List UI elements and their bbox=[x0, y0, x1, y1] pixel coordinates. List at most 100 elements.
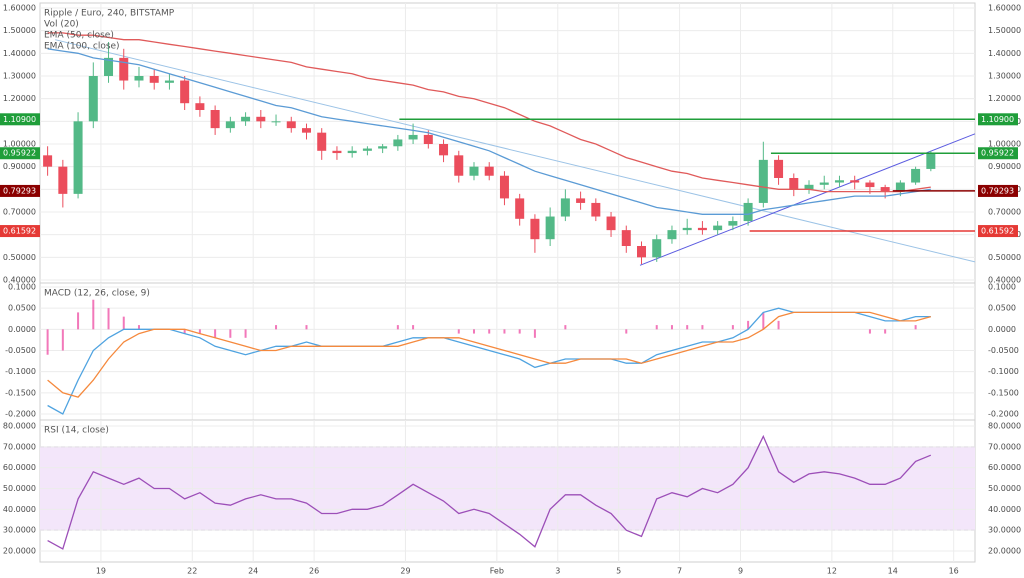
y-tick-label: -0.2000 bbox=[988, 410, 1019, 419]
histogram-bar bbox=[61, 329, 64, 351]
candle-body bbox=[834, 180, 844, 183]
candle-body bbox=[850, 180, 860, 183]
level-label: 0.79293 bbox=[981, 186, 1014, 195]
y-tick-label: 0.1000 bbox=[8, 283, 36, 292]
y-tick-label: -0.0500 bbox=[5, 346, 36, 355]
y-tick-label: 1.50000 bbox=[3, 26, 36, 35]
y-tick-label: -0.1500 bbox=[5, 388, 36, 397]
y-tick-label: 80.0000 bbox=[3, 422, 36, 431]
y-tick-label: -0.1000 bbox=[988, 367, 1019, 376]
y-tick-label: 1.40000 bbox=[988, 49, 1021, 58]
candle-body bbox=[911, 168, 921, 183]
y-tick-label: 0.90000 bbox=[988, 162, 1021, 171]
candle-body bbox=[621, 230, 631, 246]
y-tick-label: 1.20000 bbox=[988, 94, 1021, 103]
trend-line bbox=[639, 133, 976, 266]
candle-body bbox=[682, 227, 692, 231]
series-line bbox=[47, 434, 932, 550]
candle-body bbox=[88, 76, 98, 122]
y-tick-label: -0.2000 bbox=[5, 410, 36, 419]
y-tick-label: 0.0000 bbox=[8, 325, 36, 334]
candle-body bbox=[560, 198, 570, 217]
candle-body bbox=[652, 239, 662, 258]
candle-body bbox=[804, 184, 814, 190]
y-tick-label: 1.40000 bbox=[3, 49, 36, 58]
histogram-bar bbox=[625, 329, 628, 334]
candle-body bbox=[408, 134, 418, 140]
candle-body bbox=[530, 218, 540, 240]
candle-body bbox=[58, 166, 68, 194]
series-line bbox=[47, 307, 931, 415]
x-tick-label: 9 bbox=[738, 567, 743, 576]
candle-body bbox=[271, 121, 281, 123]
candle-body bbox=[43, 155, 53, 167]
candle-body bbox=[880, 187, 890, 192]
histogram-bar bbox=[518, 329, 521, 334]
y-tick-label: 0.50000 bbox=[988, 253, 1021, 262]
legend-label: Vol (20) bbox=[44, 20, 79, 30]
candle-body bbox=[591, 202, 601, 217]
y-tick-label: -0.0500 bbox=[988, 346, 1019, 355]
candle-body bbox=[104, 57, 114, 76]
x-tick-label: 16 bbox=[949, 567, 959, 576]
candle-body bbox=[119, 57, 129, 81]
y-tick-label: 30.0000 bbox=[3, 526, 36, 535]
legend-label: EMA (50, close) bbox=[44, 31, 114, 41]
level-label-box bbox=[0, 184, 40, 197]
y-tick-label: 0.40000 bbox=[988, 276, 1021, 285]
candle-body bbox=[926, 153, 936, 169]
y-tick-label: 40.0000 bbox=[3, 505, 36, 514]
candle-body bbox=[499, 175, 509, 199]
histogram-bar bbox=[564, 325, 567, 330]
level-label-box bbox=[0, 147, 40, 160]
series-line bbox=[47, 311, 931, 398]
histogram-bar bbox=[275, 325, 278, 330]
histogram-bar bbox=[457, 329, 460, 334]
legend-label: EMA (100, close) bbox=[44, 42, 120, 52]
candle-body bbox=[225, 121, 235, 129]
y-tick-label: -0.1500 bbox=[988, 388, 1019, 397]
y-tick-label: 1.00000 bbox=[3, 140, 36, 149]
y-tick-label: 40.0000 bbox=[988, 505, 1021, 514]
level-label: 0.61592 bbox=[3, 227, 36, 236]
x-tick-label: 7 bbox=[677, 567, 682, 576]
level-label-box bbox=[0, 113, 40, 126]
y-tick-label: 0.1000 bbox=[988, 283, 1016, 292]
histogram-bar bbox=[533, 329, 536, 338]
histogram-bar bbox=[122, 316, 125, 330]
candle-body bbox=[774, 159, 784, 178]
y-tick-label: 20.0000 bbox=[988, 547, 1021, 556]
y-tick-label: 1.30000 bbox=[3, 72, 36, 81]
level-label-box bbox=[978, 225, 1018, 238]
y-tick-label: 30.0000 bbox=[988, 526, 1021, 535]
candle-body bbox=[758, 159, 768, 203]
histogram-bar bbox=[92, 299, 95, 330]
candle-body bbox=[454, 155, 464, 176]
level-label: 0.95922 bbox=[3, 149, 36, 158]
level-label: 0.79293 bbox=[3, 186, 36, 195]
candle-body bbox=[819, 182, 829, 185]
y-tick-label: 0.0000 bbox=[988, 325, 1016, 334]
histogram-bar bbox=[396, 325, 399, 330]
histogram-bar bbox=[412, 325, 415, 330]
candle-body bbox=[423, 134, 433, 144]
histogram-bar bbox=[655, 325, 658, 330]
histogram-bar bbox=[77, 312, 80, 330]
candle-body bbox=[362, 148, 372, 151]
y-tick-label: 60.0000 bbox=[988, 463, 1021, 472]
candle-body bbox=[256, 116, 266, 122]
candle-body bbox=[606, 216, 616, 231]
histogram-bar bbox=[46, 329, 49, 355]
level-label-box bbox=[0, 225, 40, 238]
candle-body bbox=[164, 80, 174, 83]
x-tick-label: 19 bbox=[96, 567, 106, 576]
histogram-bar bbox=[107, 308, 110, 330]
candle-body bbox=[545, 216, 555, 240]
series-line bbox=[47, 48, 931, 215]
candle-body bbox=[378, 146, 388, 149]
candle-body bbox=[895, 182, 905, 192]
x-tick-label: 29 bbox=[400, 567, 410, 576]
x-tick-label: 26 bbox=[309, 567, 319, 576]
candle-body bbox=[576, 198, 586, 203]
